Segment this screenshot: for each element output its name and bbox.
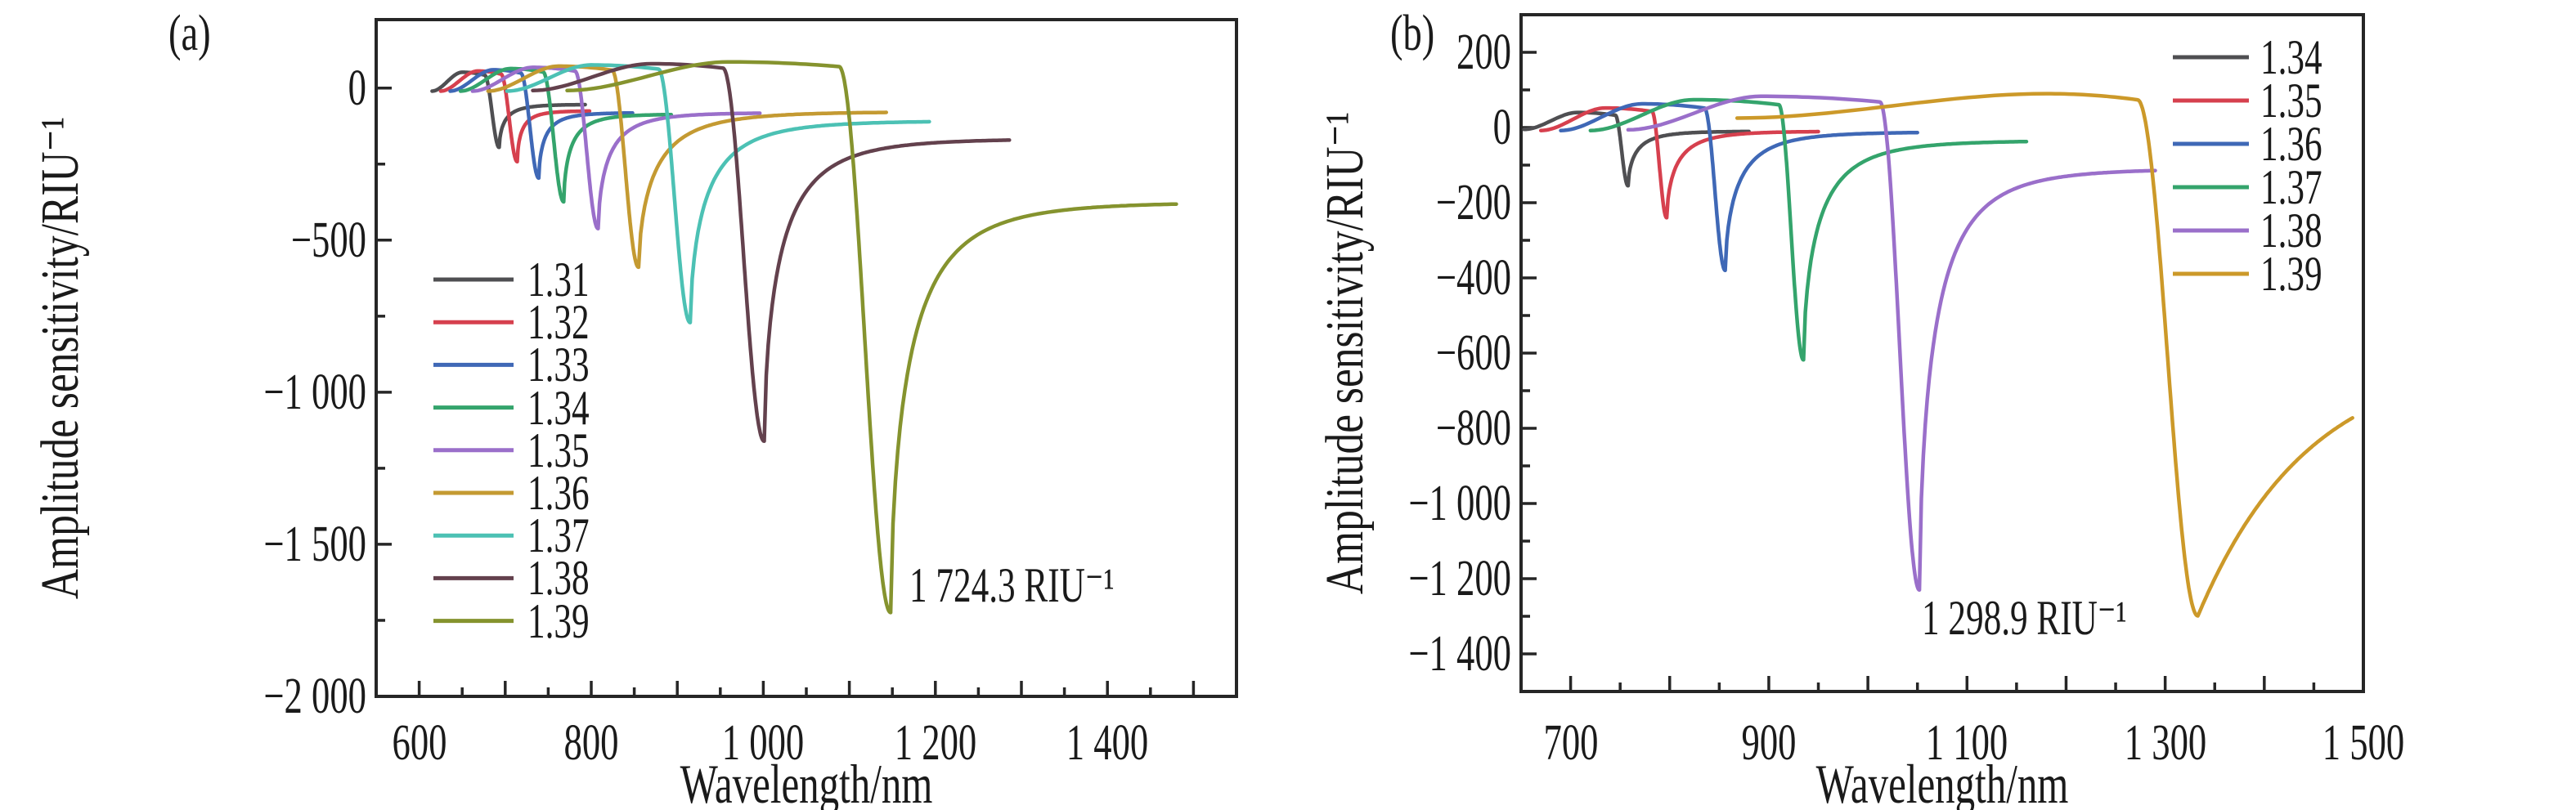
plot-frame-a: [375, 18, 1238, 698]
y-tick-label-b-−600: −600: [1435, 325, 1511, 381]
x-tick-label-a-1 400: 1 400: [1066, 715, 1149, 771]
y-tick-label-b-0: 0: [1492, 100, 1511, 155]
y-tick-label-b-−800: −800: [1435, 401, 1511, 456]
y-tick-label-b-−1 400: −1 400: [1408, 626, 1511, 682]
curve-a-1.33: [448, 68, 635, 181]
panel-label-a: (a): [168, 6, 211, 61]
legend-label-a-1.32: 1.32: [527, 295, 590, 350]
x-axis-title-b: Wavelength/nm: [1815, 753, 2069, 810]
plot-frame-b: [1519, 13, 2365, 693]
legend-label-a-1.35: 1.35: [527, 423, 590, 477]
x-tick-label-b-1 500: 1 500: [2322, 715, 2405, 771]
y-tick-label-a-−1 000: −1 000: [263, 364, 366, 420]
legend-label-b-1.38: 1.38: [2260, 204, 2322, 257]
x-tick-label-b-700: 700: [1543, 715, 1599, 771]
legend-label-b-1.34: 1.34: [2260, 30, 2322, 84]
x-tick-label-a-600: 600: [392, 715, 447, 771]
legend-label-a-1.31: 1.31: [527, 253, 590, 307]
annotation-max-sensitivity-a: 1 724.3 RIU⁻¹: [909, 558, 1115, 612]
legend-label-b-1.39: 1.39: [2260, 247, 2322, 301]
legend-label-b-1.35: 1.35: [2260, 74, 2322, 128]
curve-b-1.39: [1735, 92, 2354, 618]
y-tick-label-a-−500: −500: [290, 212, 366, 268]
x-tick-label-a-1 000: 1 000: [722, 715, 805, 771]
y-tick-label-b-−200: −200: [1435, 175, 1511, 230]
curve-a-1.39: [565, 60, 1178, 615]
curve-a-1.36: [486, 64, 889, 270]
panel-label-b: (b): [1390, 6, 1435, 61]
x-tick-label-b-1 100: 1 100: [1926, 715, 2008, 771]
legend-label-a-1.37: 1.37: [527, 508, 590, 563]
y-tick-label-a-−2 000: −2 000: [263, 669, 366, 724]
curve-b-1.35: [1538, 105, 1820, 220]
y-tick-label-b-−1 000: −1 000: [1408, 476, 1511, 531]
x-tick-label-b-1 300: 1 300: [2124, 715, 2206, 771]
y-tick-label-a-0: 0: [348, 60, 366, 116]
y-tick-label-b-−1 200: −1 200: [1408, 551, 1511, 606]
legend-label-a-1.39: 1.39: [527, 593, 590, 648]
curve-a-1.31: [430, 70, 587, 150]
curve-b-1.36: [1559, 101, 1919, 273]
legend-label-b-1.37: 1.37: [2260, 160, 2322, 214]
legend-label-a-1.34: 1.34: [527, 380, 590, 435]
x-tick-label-b-900: 900: [1741, 715, 1797, 771]
x-tick-label-a-800: 800: [563, 715, 619, 771]
y-axis-title-a: Amplitude sensitivity/RIU⁻¹: [30, 116, 90, 600]
y-tick-label-b-−400: −400: [1435, 250, 1511, 306]
y-tick-label-b-200: 200: [1456, 25, 1511, 80]
annotation-max-sensitivity-b: 1 298.9 RIU⁻¹: [1922, 591, 2127, 645]
curve-a-1.34: [458, 66, 674, 204]
x-axis-title-a: Wavelength/nm: [680, 753, 933, 810]
curve-b-1.37: [1588, 97, 2029, 362]
curve-a-1.32: [438, 69, 592, 164]
y-tick-label-a-−1 500: −1 500: [263, 516, 366, 572]
curve-b-1.38: [1626, 94, 2157, 593]
legend-label-b-1.36: 1.36: [2260, 117, 2322, 171]
x-tick-label-a-1 200: 1 200: [894, 715, 977, 771]
curve-a-1.35: [470, 65, 762, 230]
legend-label-a-1.33: 1.33: [527, 338, 590, 392]
legend-label-a-1.38: 1.38: [527, 551, 590, 606]
legend-label-a-1.36: 1.36: [527, 466, 590, 520]
